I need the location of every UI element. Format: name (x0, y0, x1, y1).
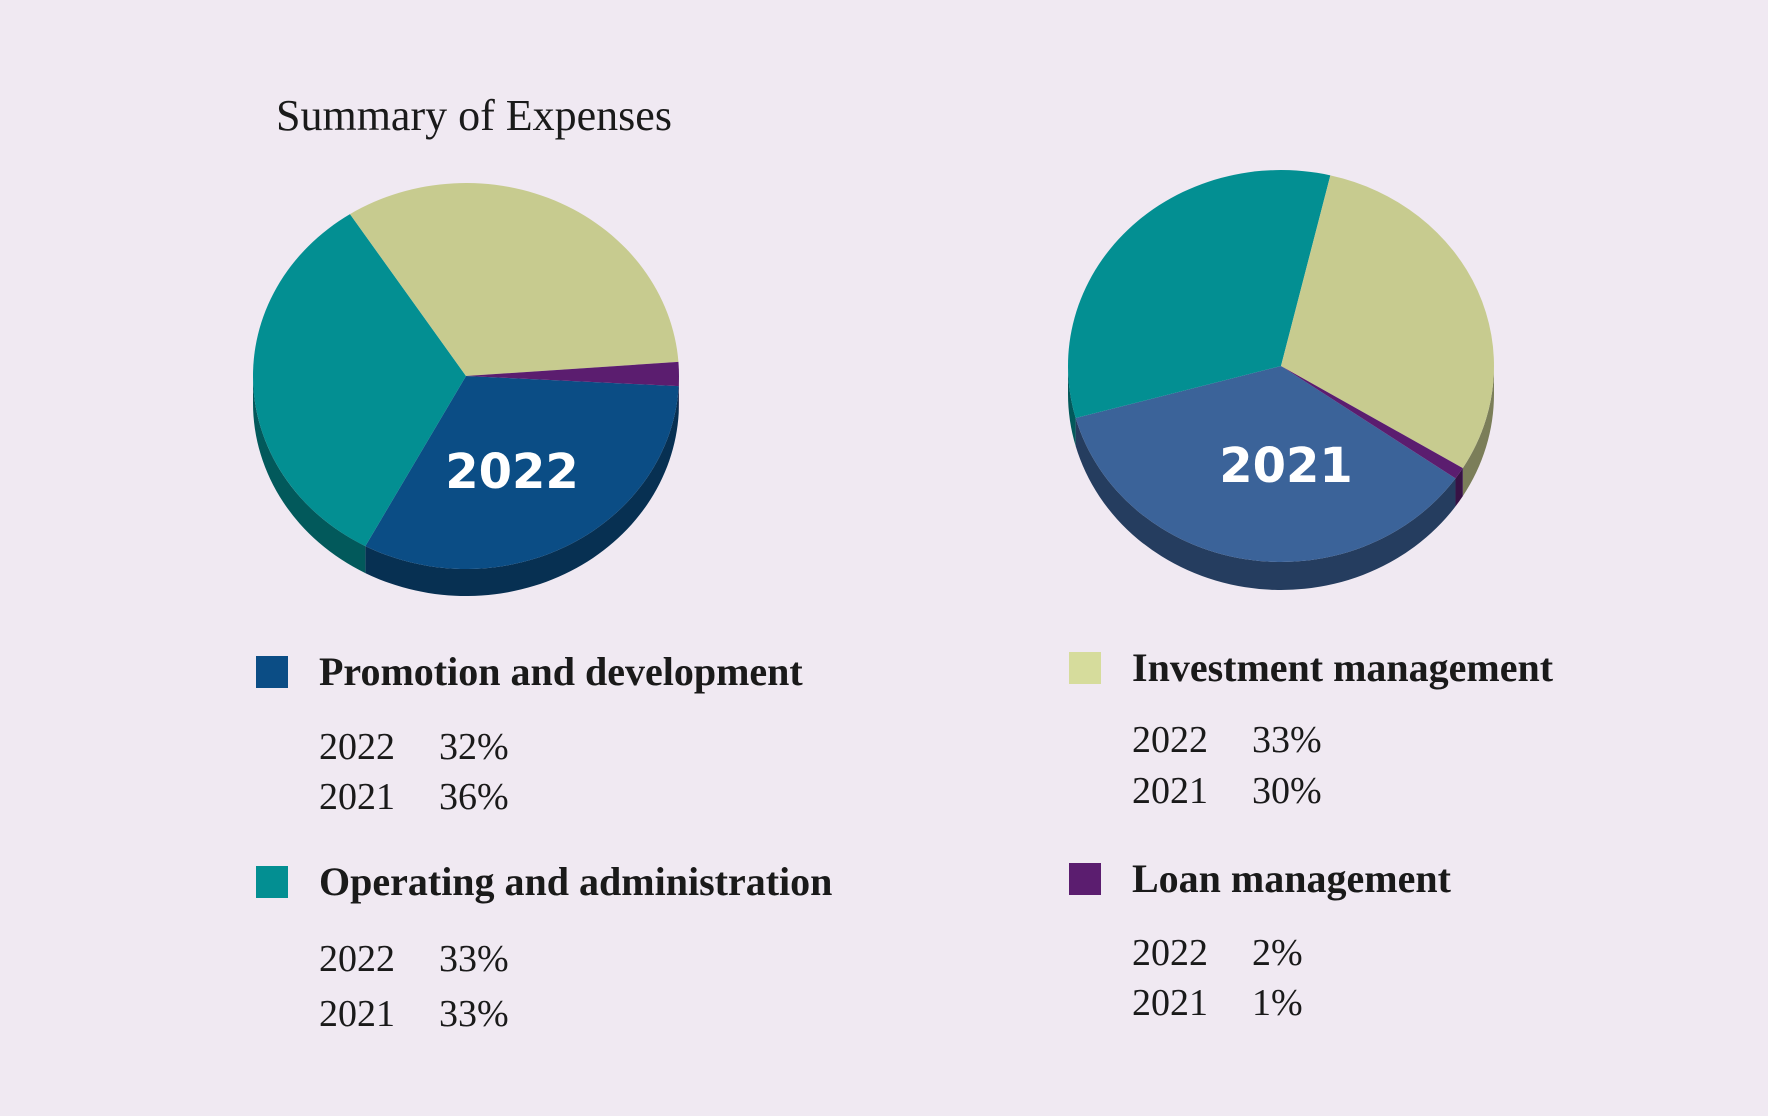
legend-swatch (1069, 863, 1101, 895)
legend-stat-percent: 30% (1252, 770, 1322, 812)
pie-side-2022-promotion (365, 386, 679, 596)
legend-stat-year: 2022 (319, 938, 395, 980)
pie-side-2021-operating (1068, 366, 1076, 447)
legend-swatch (256, 656, 288, 688)
pie-2022: 2022 (252, 182, 680, 596)
legend-stat-percent: 32% (439, 726, 509, 768)
chart-title: Summary of Expenses (276, 91, 672, 140)
legend-stat-percent: 36% (439, 776, 509, 818)
legend-stat-year: 2021 (1132, 770, 1208, 812)
legend-swatch (256, 866, 288, 898)
legend-stat-year: 2021 (319, 993, 395, 1035)
legend-label: Investment management (1132, 645, 1554, 690)
legend-stat-year: 2021 (1132, 982, 1208, 1024)
pie-slice-2021-loan (1281, 366, 1463, 479)
pie-slice-2021-investment (1281, 175, 1495, 469)
pie-side-2021-loan (1455, 468, 1463, 507)
pie-slice-2022-investment (349, 182, 679, 376)
legend-label: Loan management (1132, 856, 1451, 901)
legend-stat-year: 2022 (319, 726, 395, 768)
pie-slice-2022-operating (252, 214, 466, 547)
pie-slice-2021-operating (1068, 170, 1331, 419)
pie-year-label-2021: 2021 (1219, 438, 1353, 494)
pie-side-2022-operating (253, 376, 366, 574)
pie-year-label-2022: 2022 (445, 444, 579, 500)
pie-slice-2021-promotion (1075, 366, 1456, 563)
legend-label: Operating and administration (319, 859, 833, 904)
pie-side-2021-investment (1462, 366, 1495, 497)
pie-side-2021-promotion (1075, 418, 1456, 590)
pie-slice-2022-loan (466, 361, 680, 387)
legend-swatch (1069, 652, 1101, 684)
legend-stat-percent: 1% (1252, 982, 1303, 1024)
legend-stat-percent: 33% (439, 938, 509, 980)
legend-stat-percent: 33% (1252, 719, 1322, 761)
legend-stat-percent: 2% (1252, 932, 1303, 974)
pie-2021: 2021 (1068, 170, 1495, 590)
legend-stat-year: 2022 (1132, 719, 1208, 761)
legend-stat-year: 2021 (319, 776, 395, 818)
legend-label: Promotion and development (319, 649, 803, 694)
legend-stat-percent: 33% (439, 993, 509, 1035)
legend-stat-year: 2022 (1132, 932, 1208, 974)
pie-slice-2022-promotion (365, 376, 679, 569)
